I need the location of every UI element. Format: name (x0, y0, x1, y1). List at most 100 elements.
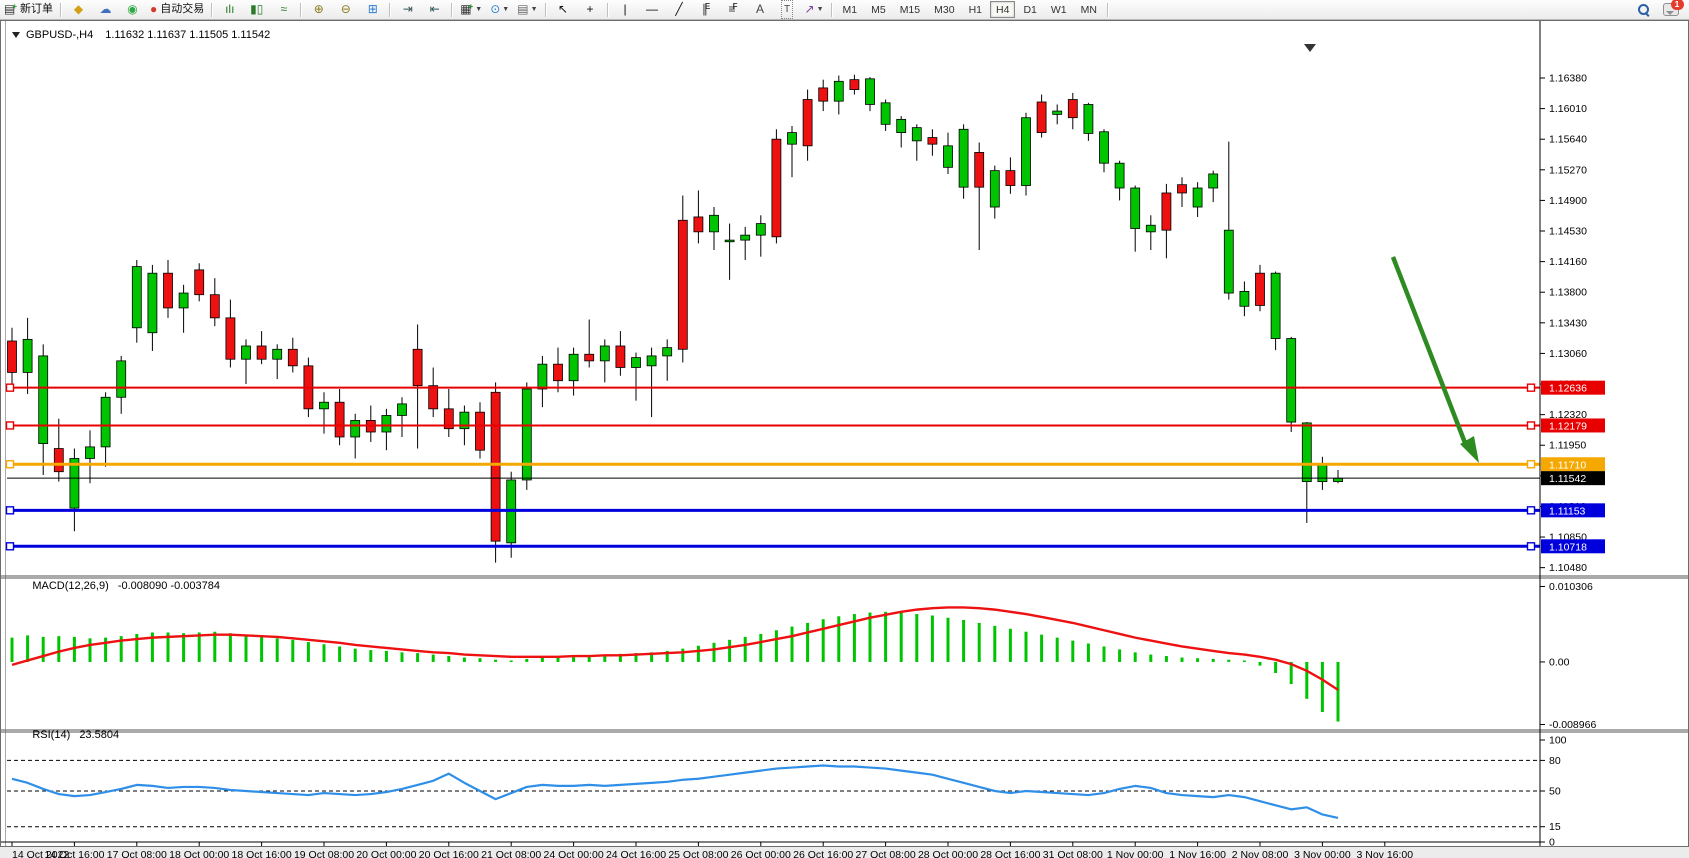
bar-chart-button[interactable]: ılı (217, 0, 242, 19)
timeframe-h1-button[interactable]: H1 (968, 3, 982, 16)
auto-scroll-icon: ⇥ (402, 2, 413, 16)
toolbar-separator (60, 2, 63, 17)
candlestick (646, 355, 657, 367)
cursor-button[interactable]: ↖ (551, 0, 576, 19)
tile-windows-button[interactable]: ⊞ (360, 0, 385, 19)
timeframe-m5-button[interactable]: M5 (871, 3, 886, 16)
candlestick (7, 340, 17, 373)
line-handle[interactable] (1526, 460, 1536, 469)
timeframe-d1-button[interactable]: D1 (1023, 3, 1037, 16)
line-handle[interactable] (1526, 506, 1536, 515)
quotes-window-button[interactable]: ◆ (66, 0, 91, 19)
candlestick (615, 345, 626, 368)
accent-glyph: + (468, 1, 474, 11)
price-tag-label: 1.12636 (1549, 383, 1587, 395)
fibonacci-button[interactable]: ≡ F (721, 0, 746, 19)
line-handle[interactable] (5, 542, 15, 551)
line-handle[interactable] (1526, 421, 1536, 430)
price-tag-label: 1.12179 (1549, 420, 1587, 432)
periods-button[interactable]: ⊙ ▼ (487, 0, 512, 19)
trend-arrow-head[interactable] (1460, 436, 1479, 463)
timeframe-m15-button[interactable]: M15 (899, 3, 921, 16)
horizontal-line-button[interactable]: — (640, 0, 665, 19)
dropdown-arrow-icon[interactable]: ▼ (530, 6, 538, 13)
rsi-scale-label: 0 (1549, 837, 1555, 849)
chart-shift-icon: ⇤ (429, 2, 440, 16)
equidistant-channel-button[interactable]: ∥ E (694, 0, 719, 19)
periods-icon: ⊙ (490, 2, 501, 16)
toolbar-separator (451, 2, 454, 17)
line-handle[interactable] (5, 421, 15, 430)
indicators-button[interactable]: ▦ + ▼ (457, 0, 485, 19)
trendline-button[interactable]: ╱ (667, 0, 692, 19)
line-chart-button[interactable]: ≈ (271, 0, 296, 19)
line-handle[interactable] (5, 506, 15, 515)
time-axis-label: 14 Oct 2022 (12, 849, 69, 858)
vertical-line-button[interactable]: | (613, 0, 638, 19)
zoom-out-button[interactable]: ⊖ (333, 0, 358, 19)
templates-button[interactable]: ▤ ▼ (514, 0, 540, 19)
signals-button[interactable]: ◉ (120, 0, 145, 19)
chart-collapse-icon[interactable] (12, 32, 20, 42)
time-axis-label: 18 Oct 00:00 (169, 849, 229, 858)
timeframe-h4-button[interactable]: H4 (990, 1, 1016, 18)
auto-trading-button[interactable]: ● 自动交易 (147, 0, 207, 19)
timeframe-mn-button[interactable]: MN (1080, 3, 1097, 16)
cursor-icon: ↖ (557, 2, 569, 16)
candle-chart-button[interactable]: ▮▯ (244, 0, 269, 19)
search-button[interactable] (1631, 0, 1656, 19)
search-icon (1637, 3, 1650, 17)
candlestick (1161, 192, 1172, 231)
time-axis-label: 19 Oct 08:00 (294, 849, 354, 858)
dropdown-arrow-icon[interactable]: ▼ (816, 6, 824, 13)
chart-surface[interactable]: 1.16380 1.16010 1.15640 1.15270 1.14900 1.145… (0, 20, 1689, 858)
trend-arrow-line[interactable] (1390, 256, 1470, 449)
candlestick (1145, 224, 1156, 233)
toolbar-separator (830, 2, 833, 17)
candlestick (443, 408, 454, 430)
candlestick (1052, 110, 1063, 115)
dropdown-arrow-icon[interactable]: ▼ (475, 6, 483, 13)
templates-icon: ▤ (517, 2, 529, 16)
arrows-tool-button[interactable]: ↗ ▼ (802, 0, 827, 19)
timeframe-m1-button[interactable]: M1 (842, 3, 858, 16)
zoom-in-button[interactable]: ⊕ (306, 0, 331, 19)
text-button[interactable]: A (748, 0, 773, 19)
time-axis-label: 28 Oct 00:00 (918, 849, 978, 858)
notifications-button[interactable]: 1 (1658, 0, 1684, 19)
candlestick (1005, 170, 1016, 186)
candlestick (818, 87, 829, 102)
text-label-button[interactable]: T (775, 0, 800, 19)
candlestick (911, 127, 922, 142)
zoom-out-icon: ⊖ (340, 2, 351, 16)
candlestick (584, 353, 595, 362)
candlestick (755, 223, 766, 236)
price-tag-label: 1.11710 (1549, 459, 1586, 471)
candlestick (1301, 422, 1312, 483)
line-handle[interactable] (1526, 383, 1536, 392)
price-tag (1541, 539, 1605, 554)
macd-scale-label: 0.010306 (1549, 581, 1593, 593)
timeframe-m30-button[interactable]: M30 (934, 3, 955, 16)
candlestick (69, 458, 80, 509)
line-handle[interactable] (5, 460, 15, 469)
line-handle[interactable] (1526, 542, 1536, 551)
quotes-window-icon: ◆ (73, 2, 84, 16)
candlestick (1255, 272, 1265, 306)
timeframe-w1-button[interactable]: W1 (1050, 3, 1067, 16)
dropdown-arrow-icon[interactable]: ▼ (502, 6, 510, 13)
candlestick (1223, 229, 1234, 294)
time-axis-label: 21 Oct 08:00 (481, 849, 541, 858)
new-order-button-label: 新订单 (20, 3, 54, 15)
auto-scroll-button[interactable]: ⇥ (395, 0, 420, 19)
new-order-button[interactable]: ▤ + 新订单 (1, 0, 56, 19)
candlestick (319, 401, 329, 410)
candlestick (178, 292, 189, 309)
crosshair-button[interactable]: + (578, 0, 603, 19)
community-button[interactable]: ☁ (93, 0, 118, 19)
line-handle[interactable] (5, 383, 15, 392)
rsi-scale-label: 15 (1549, 821, 1561, 833)
chart-shift-button[interactable]: ⇤ (422, 0, 447, 19)
time-axis-label: 3 Nov 16:00 (1356, 849, 1413, 858)
